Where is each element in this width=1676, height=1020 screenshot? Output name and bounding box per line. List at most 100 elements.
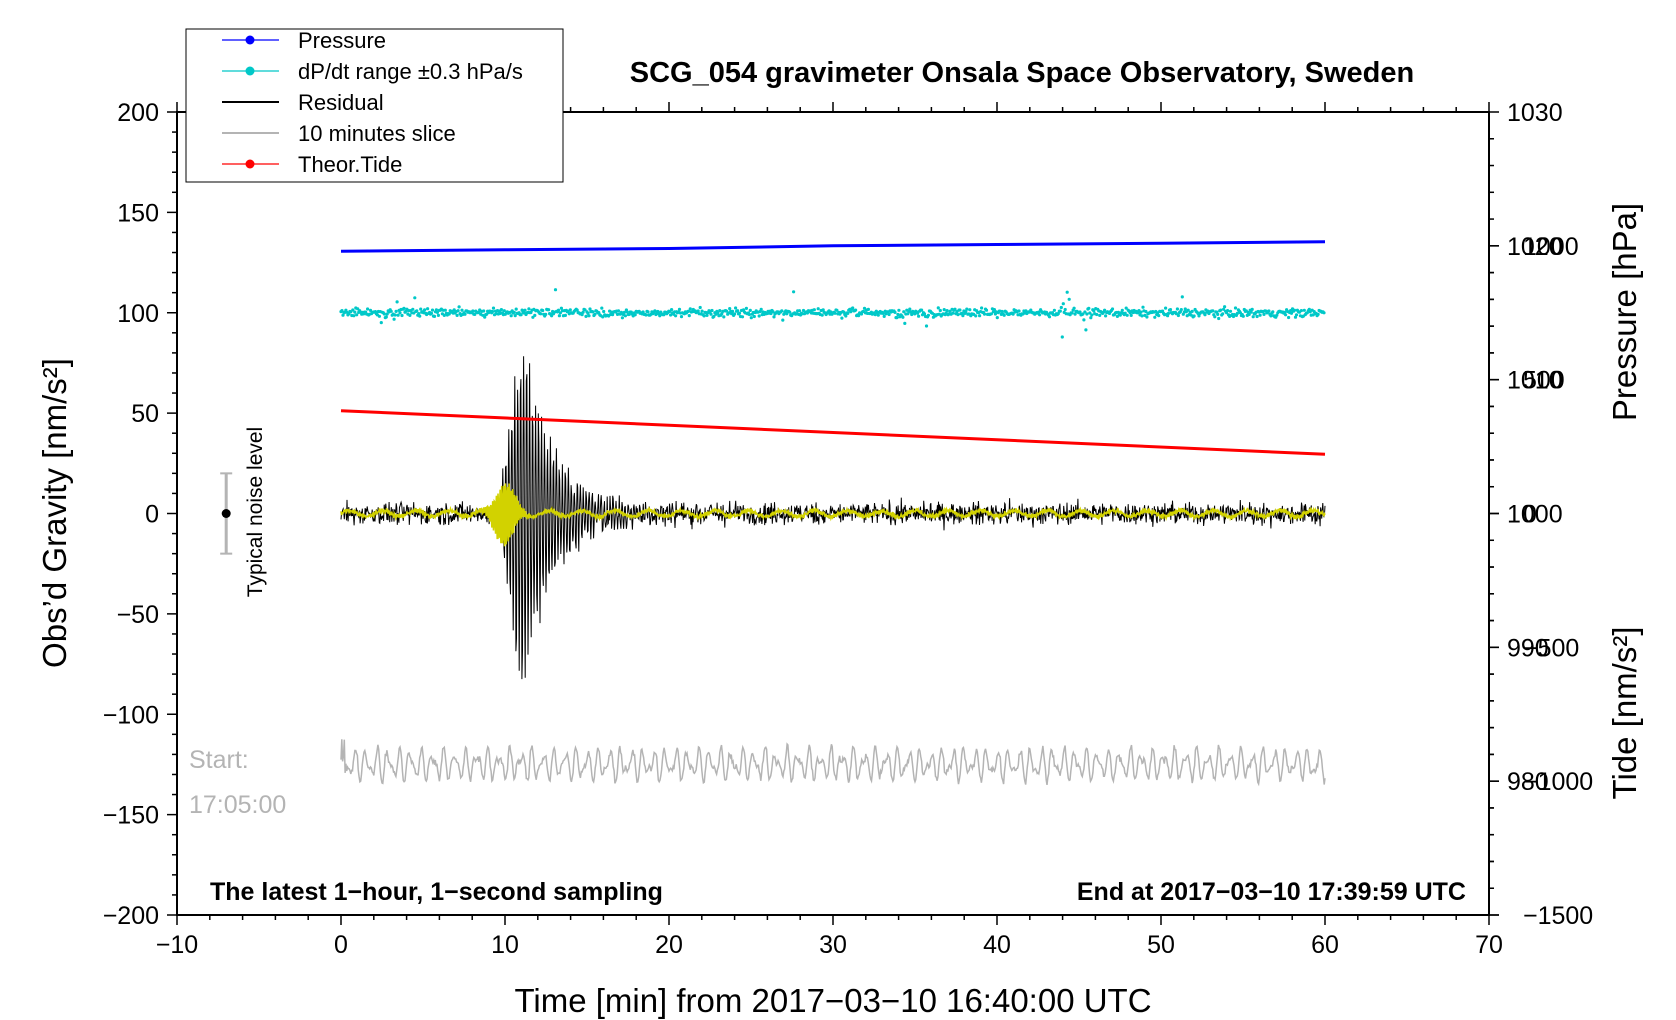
dpdt-point (1221, 312, 1225, 316)
dpdt-point (1129, 313, 1133, 317)
dpdt-point (922, 312, 927, 316)
dpdt-point (731, 309, 735, 313)
x-tick-label: 70 (1475, 931, 1503, 959)
dpdt-point (1089, 316, 1093, 320)
dpdt-point (539, 312, 543, 316)
dpdt-point (792, 290, 796, 294)
dpdt-point (644, 313, 648, 317)
dpdt-point (583, 308, 587, 312)
dpdt-point (1249, 310, 1253, 314)
dpdt-point (1226, 309, 1230, 313)
dpdt-point (1139, 310, 1143, 314)
dpdt-point (1269, 314, 1273, 318)
dpdt-point (393, 313, 397, 317)
dpdt-point (418, 314, 422, 318)
legend-label: Residual (298, 90, 384, 115)
dpdt-point (460, 308, 464, 312)
dpdt-point (456, 309, 460, 313)
dpdt-point (436, 313, 440, 317)
dpdt-point (974, 314, 978, 318)
pressure-tick-label: 980 (1507, 768, 1549, 796)
dpdt-point (734, 306, 738, 310)
slice-start-label: Start: (189, 746, 249, 774)
dpdt-point (1088, 311, 1092, 315)
pressure-tick-label: 1000 (1507, 501, 1563, 529)
dpdt-point (876, 313, 880, 317)
dpdt-point (1183, 307, 1187, 311)
dpdt-point (821, 308, 825, 312)
dpdt-point (901, 315, 905, 319)
dpdt-point (1145, 315, 1149, 319)
dpdt-point (355, 313, 359, 317)
dpdt-point (514, 307, 518, 311)
x-tick-label: 10 (491, 931, 519, 959)
dpdt-point (519, 313, 523, 317)
dpdt-point (1058, 309, 1062, 313)
dpdt-point (906, 312, 910, 316)
dpdt-point (1161, 309, 1165, 313)
dpdt-point (541, 308, 545, 313)
dpdt-point (956, 313, 960, 317)
dpdt-point (866, 307, 871, 311)
dpdt-point (737, 311, 742, 315)
dpdt-point (744, 306, 749, 310)
dpdt-point (1092, 309, 1096, 313)
y-tick-label: 50 (131, 400, 159, 428)
dpdt-point (623, 314, 628, 318)
dpdt-point (1140, 314, 1144, 318)
dpdt-point (463, 312, 467, 316)
dpdt-point (728, 307, 732, 311)
x-tick-label: 30 (819, 931, 847, 959)
dpdt-point (586, 311, 590, 315)
pressure-tick-label: 1030 (1507, 99, 1563, 127)
y-axis-title-pressure: Pressure [hPa] (1606, 203, 1643, 421)
dpdt-point (499, 308, 503, 312)
dpdt-point (917, 314, 921, 318)
dpdt-point (482, 309, 486, 313)
dpdt-point (429, 311, 434, 315)
dpdt-point (411, 307, 415, 311)
dpdt-point (938, 308, 942, 313)
x-tick-labels: −10 0 10 20 30 40 50 60 70 (156, 931, 1503, 959)
dpdt-point (989, 312, 994, 316)
dpdt-point (771, 310, 775, 314)
dpdt-point (533, 313, 537, 317)
dpdt-point (553, 288, 558, 292)
dpdt-point (1275, 313, 1279, 317)
tide-tick-label: 500 (1523, 367, 1565, 395)
dpdt-point (340, 309, 344, 313)
dpdt-point (502, 309, 506, 313)
noise-dot (221, 509, 231, 518)
dpdt-point (1124, 306, 1128, 310)
dpdt-point (1063, 307, 1067, 312)
x-tick-label: 40 (983, 931, 1011, 959)
dpdt-point (1060, 335, 1064, 339)
dpdt-point (442, 313, 446, 317)
dpdt-point (942, 308, 946, 312)
dpdt-point (419, 307, 423, 311)
dpdt-point (568, 308, 572, 312)
dpdt-point (396, 313, 400, 317)
dpdt-point (1037, 310, 1041, 314)
dpdt-point (887, 312, 891, 317)
dpdt-point (816, 307, 820, 311)
dpdt-point (1141, 305, 1145, 309)
dpdt-point (1299, 309, 1303, 313)
dpdt-point (910, 312, 914, 317)
dpdt-point (698, 305, 702, 310)
dpdt-point (757, 314, 761, 318)
dpdt-point (759, 307, 763, 311)
dpdt-point (1110, 307, 1115, 311)
x-axis-title: Time [min] from 2017−03−10 16:40:00 UTC (514, 982, 1151, 1019)
dpdt-point (752, 314, 756, 319)
legend-marker (245, 66, 255, 76)
legend-box (185, 28, 564, 183)
dpdt-point (435, 310, 439, 314)
dpdt-point (978, 314, 982, 318)
dpdt-point (749, 316, 753, 320)
dpdt-point (679, 315, 684, 319)
dpdt-point (968, 308, 972, 312)
series-pressure (340, 240, 1326, 253)
dpdt-point (557, 314, 562, 318)
dpdt-point (712, 314, 716, 318)
